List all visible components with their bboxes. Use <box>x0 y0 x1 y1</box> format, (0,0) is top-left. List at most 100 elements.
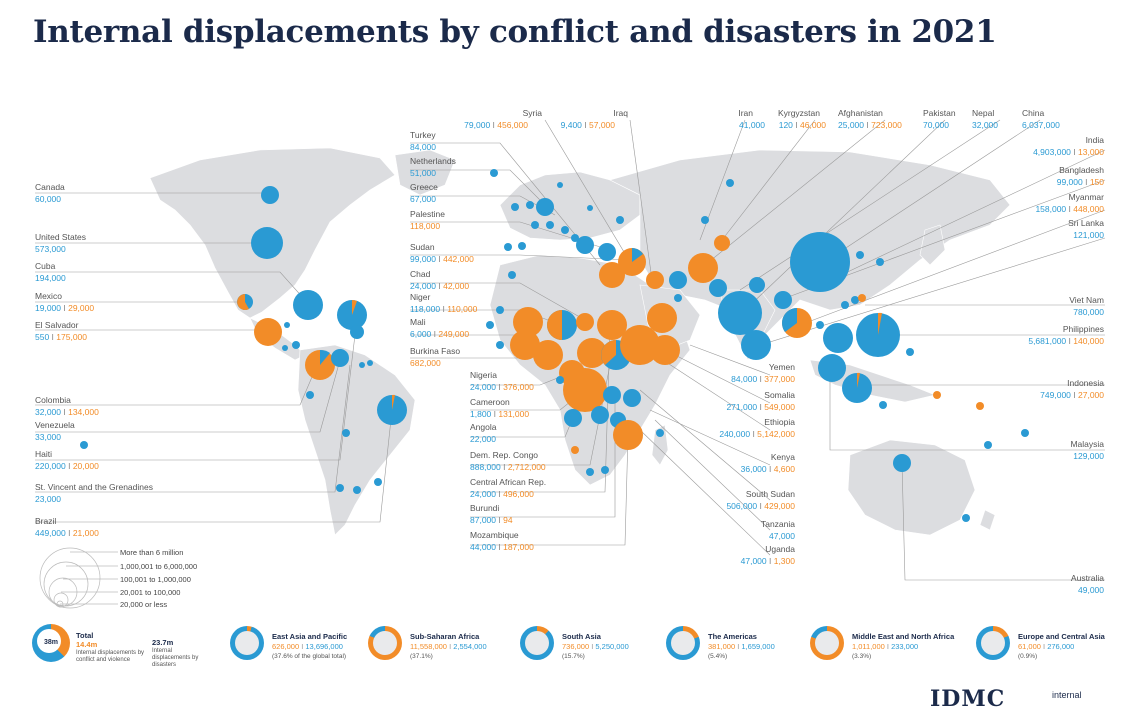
svg-text:Sri Lanka: Sri Lanka <box>1068 218 1104 228</box>
svg-text:Burkina Faso: Burkina Faso <box>410 346 460 356</box>
region-donut <box>520 626 554 660</box>
svg-text:84,000 I 377,000: 84,000 I 377,000 <box>731 374 795 384</box>
total-center-value: 38m <box>43 639 58 646</box>
svg-text:84,000: 84,000 <box>410 142 436 152</box>
svg-text:China: China <box>1022 108 1044 118</box>
bubble-haiti-conflict <box>352 300 357 315</box>
bubble-viet-nam <box>823 323 853 353</box>
svg-text:100,001 to 1,000,000: 100,001 to 1,000,000 <box>120 575 191 584</box>
bubble-st-vincent <box>350 325 364 339</box>
svg-text:888,000 I 2,712,000: 888,000 I 2,712,000 <box>470 462 546 472</box>
land-new-zealand <box>979 509 996 531</box>
bubble-yemen <box>647 303 677 333</box>
regional-summary: 38m Total 14.4m Internal displacements b… <box>30 622 1120 672</box>
svg-text:271,000 I 549,000: 271,000 I 549,000 <box>726 402 795 412</box>
svg-text:6,000 I 249,000: 6,000 I 249,000 <box>410 329 469 339</box>
svg-text:Netherlands: Netherlands <box>410 156 456 166</box>
svg-text:Chad: Chad <box>410 269 431 279</box>
bubble-netherlands <box>536 198 554 216</box>
svg-text:1,800 I 131,000: 1,800 I 131,000 <box>470 409 529 419</box>
svg-text:47,000 I 1,300: 47,000 I 1,300 <box>741 556 796 566</box>
bubble-car <box>577 338 607 368</box>
svg-text:19,000 I 29,000: 19,000 I 29,000 <box>35 303 94 313</box>
svg-text:23,000: 23,000 <box>35 494 61 504</box>
svg-text:Nigeria: Nigeria <box>470 370 497 380</box>
svg-text:India: India <box>1086 135 1105 145</box>
svg-text:Australia: Australia <box>1071 573 1104 583</box>
bubble-el-salvador <box>254 318 282 346</box>
region-donut <box>230 626 264 660</box>
bubble-drc <box>563 368 607 412</box>
svg-text:Myanmar: Myanmar <box>1069 192 1105 202</box>
svg-text:Syria: Syria <box>523 108 543 118</box>
svg-text:Kenya: Kenya <box>771 452 795 462</box>
svg-text:41,000: 41,000 <box>739 120 765 130</box>
summary-region-americas: The Americas 381,000 I 1,659,000 (5.4%) <box>666 622 806 670</box>
bubble-malaysia <box>818 354 846 382</box>
svg-text:20,001 to 100,000: 20,001 to 100,000 <box>120 588 180 597</box>
svg-text:44,000 I 187,000: 44,000 I 187,000 <box>470 542 534 552</box>
svg-text:Somalia: Somalia <box>764 390 795 400</box>
bubble-myanmar-disaster <box>782 308 797 332</box>
bubble-nigeria <box>533 340 563 370</box>
svg-text:9,400 I 57,000: 9,400 I 57,000 <box>561 120 616 130</box>
svg-text:780,000: 780,000 <box>1073 307 1104 317</box>
svg-text:573,000: 573,000 <box>35 244 66 254</box>
svg-text:47,000: 47,000 <box>769 531 795 541</box>
svg-text:Indonesia: Indonesia <box>1067 378 1104 388</box>
svg-text:Uganda: Uganda <box>765 544 795 554</box>
svg-text:749,000 I 27,000: 749,000 I 27,000 <box>1040 390 1104 400</box>
size-legend <box>39 547 118 609</box>
bubble-afghanistan <box>688 253 718 283</box>
svg-text:79,000 I 456,000: 79,000 I 456,000 <box>464 120 528 130</box>
svg-text:32,000 I 134,000: 32,000 I 134,000 <box>35 407 99 417</box>
svg-text:Tanzania: Tanzania <box>761 519 795 529</box>
svg-text:51,000: 51,000 <box>410 168 436 178</box>
svg-text:South Sudan: South Sudan <box>746 489 795 499</box>
bubble-burundi <box>591 406 609 424</box>
bubble-kenya <box>623 389 641 407</box>
svg-text:24,000 I 496,000: 24,000 I 496,000 <box>470 489 534 499</box>
page-title: Internal displacements by conflict and d… <box>33 14 997 50</box>
bubble-philippines-conflict <box>878 312 882 335</box>
bubble-mozambique <box>613 420 643 450</box>
svg-text:118,000: 118,000 <box>410 221 440 231</box>
bubble-south-sudan-conflict <box>601 340 616 365</box>
bubble-brazil-conflict <box>392 394 395 410</box>
svg-text:Cuba: Cuba <box>35 261 56 271</box>
svg-text:120 I 46,000: 120 I 46,000 <box>779 120 827 130</box>
svg-text:4,903,000 I 13,000: 4,903,000 I 13,000 <box>1033 147 1104 157</box>
bubbles <box>80 169 1029 522</box>
region-donut <box>810 626 844 660</box>
svg-text:99,000 I 442,000: 99,000 I 442,000 <box>410 254 474 264</box>
svg-text:Nepal: Nepal <box>972 108 994 118</box>
svg-text:Mozambique: Mozambique <box>470 530 519 540</box>
svg-text:Central African Rep.: Central African Rep. <box>470 477 546 487</box>
summary-region-europe: Europe and Central Asia 61,000 I 276,000… <box>976 622 1120 670</box>
svg-text:Bangladesh: Bangladesh <box>1059 165 1104 175</box>
bubble-india <box>718 291 762 335</box>
region-donut <box>368 626 402 660</box>
bubble-iran <box>669 271 687 289</box>
bubble-greece <box>576 236 594 254</box>
bubble-australia <box>893 454 911 472</box>
svg-text:Haiti: Haiti <box>35 449 52 459</box>
bubble-united-states <box>251 227 283 259</box>
svg-text:Niger: Niger <box>410 292 430 302</box>
svg-text:220,000 I 20,000: 220,000 I 20,000 <box>35 461 99 471</box>
size-legend-labels: More than 6 million 1,000,001 to 6,000,0… <box>120 548 197 609</box>
bubble-cuba <box>293 290 323 320</box>
svg-text:Angola: Angola <box>470 422 497 432</box>
bubble-iraq <box>646 271 664 289</box>
svg-text:506,000 I 429,000: 506,000 I 429,000 <box>726 501 795 511</box>
svg-text:33,000: 33,000 <box>35 432 61 442</box>
bubble-uganda <box>603 386 621 404</box>
bubble-sri-lanka <box>741 330 771 360</box>
summary-region-south-asia: South Asia 736,000 I 5,250,000 (15.7%) <box>520 622 660 670</box>
total-label: Total <box>76 631 94 640</box>
svg-text:240,000 I 5,142,000: 240,000 I 5,142,000 <box>719 429 795 439</box>
svg-text:More than 6 million: More than 6 million <box>120 548 183 557</box>
bubble-colombia-disaster <box>320 349 330 365</box>
svg-text:24,000 I 376,000: 24,000 I 376,000 <box>470 382 534 392</box>
svg-text:25,000 I 723,000: 25,000 I 723,000 <box>838 120 902 130</box>
